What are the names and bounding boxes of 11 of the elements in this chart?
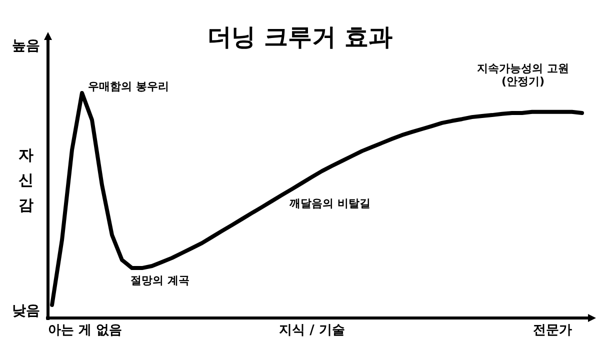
annotation: 깨달음의 비탈길	[290, 197, 370, 210]
annotation: 전문가	[533, 323, 572, 338]
xlabel: 지식 / 기술	[279, 323, 345, 338]
annotation: 높음	[12, 38, 40, 54]
annotation: 지속가능성의 고원 (안정기)	[477, 62, 569, 88]
annotation: 우매함의 봉우리	[88, 80, 169, 93]
ylabel: 자신감	[18, 146, 34, 214]
annotation: 절망의 계곡	[130, 274, 190, 287]
title: 더닝 크루거 효과	[208, 23, 392, 51]
annotation: 아는 게 없음	[48, 323, 122, 338]
annotation: 낮음	[12, 303, 40, 319]
